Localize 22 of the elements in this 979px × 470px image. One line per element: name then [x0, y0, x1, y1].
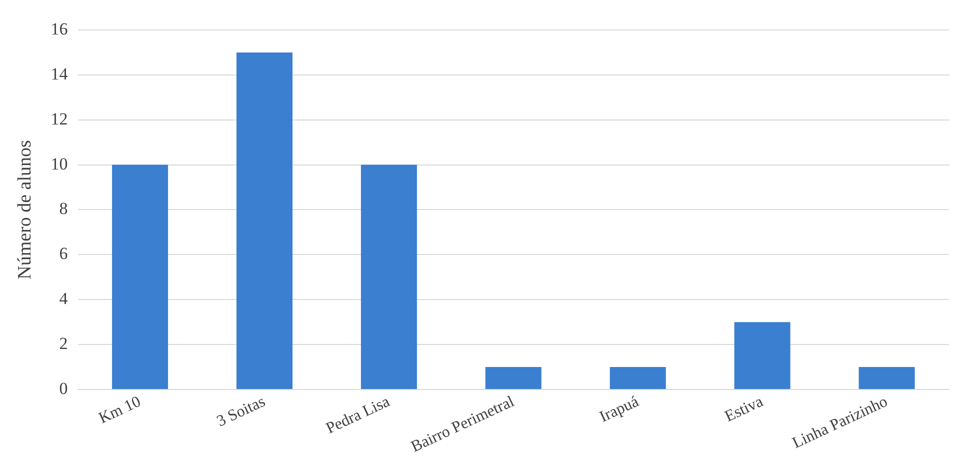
bar: [360, 164, 417, 389]
y-tick-label: 6: [59, 244, 68, 264]
bar: [734, 322, 790, 389]
bar: [236, 52, 292, 389]
y-tick-label: 2: [59, 334, 68, 354]
y-tick-label: 12: [50, 109, 68, 128]
y-tick-label: 16: [50, 19, 68, 38]
bar: [112, 164, 168, 389]
x-tick-label: Km 10: [96, 393, 144, 428]
x-tick-label: Pedra Lisa: [324, 393, 392, 438]
y-tick-label: 14: [50, 64, 68, 84]
bar: [858, 367, 915, 389]
bar: [610, 367, 666, 389]
y-tick-label: 10: [50, 154, 68, 174]
x-tick-label: Irapuá: [597, 393, 642, 426]
y-axis-title: Número de alunos: [14, 140, 36, 280]
y-tick-label: 0: [59, 378, 68, 398]
y-tick-label: 8: [59, 199, 68, 218]
bar: [485, 367, 542, 389]
y-tick-label: 4: [59, 289, 68, 308]
x-tick-label: Estiva: [722, 393, 766, 426]
x-tick-label: 3 Soitas: [214, 393, 268, 430]
